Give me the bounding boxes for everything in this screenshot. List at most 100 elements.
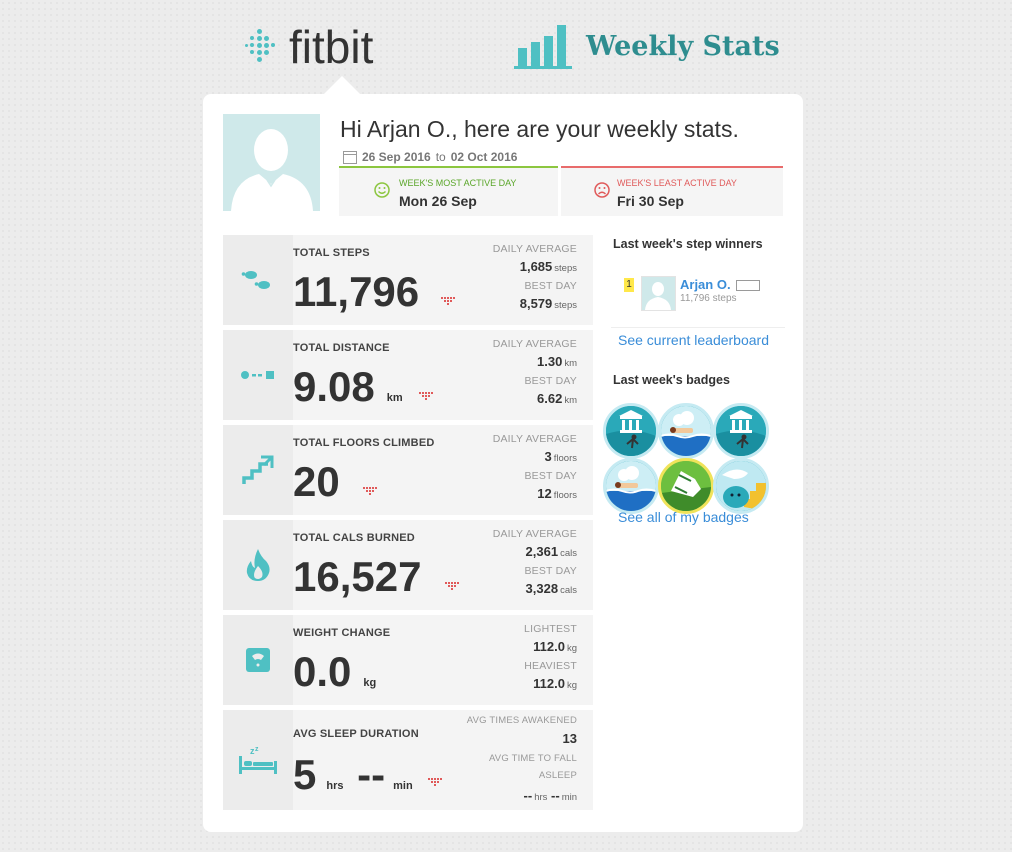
flame-icon — [246, 549, 270, 581]
winner-name-text[interactable]: Arjan O. — [680, 277, 731, 292]
daily-average-unit: steps — [554, 263, 577, 274]
weekly-stats-heading: Weekly Stats — [512, 22, 780, 70]
sleep-minutes-unit: min — [393, 780, 413, 792]
avatar — [223, 114, 320, 211]
svg-text:z: z — [255, 746, 259, 753]
sleep-minutes: -- — [357, 751, 386, 798]
best-day-unit: steps — [554, 300, 577, 311]
badge-stairs-mascot-icon[interactable] — [713, 458, 769, 514]
rank-badge: 1 — [624, 278, 634, 292]
stairs-icon — [242, 455, 274, 484]
user-silhouette-icon — [231, 129, 313, 211]
badges-heading: Last week's badges — [613, 373, 730, 387]
least-active-day: WEEK'S LEAST ACTIVE DAY Fri 30 Sep — [561, 166, 783, 216]
badge-swimmer-icon[interactable] — [603, 458, 659, 514]
date-start: 26 Sep 2016 — [362, 150, 431, 164]
date-end: 02 Oct 2016 — [450, 150, 518, 164]
fall-asleep-hours: -- — [523, 788, 533, 803]
page-title: Weekly Stats — [586, 30, 780, 62]
best-day-value: 3,328 — [525, 581, 559, 596]
leaderboard-link[interactable]: See current leaderboard — [618, 332, 769, 348]
stat-label: TOTAL DISTANCE — [293, 342, 390, 354]
best-day-unit: km — [564, 395, 577, 406]
badge-landmark-runner-icon[interactable] — [713, 403, 769, 459]
time-to-fall-asleep-label: AVG TIME TO FALL — [488, 753, 577, 764]
greeting: Hi Arjan O., here are your weekly stats. — [340, 116, 739, 142]
stat-value: 9.08 km — [293, 362, 403, 423]
flag-icon — [735, 280, 760, 292]
calendar-icon — [343, 150, 357, 164]
daily-average-unit: km — [564, 358, 577, 369]
stat-number: 9.08 — [293, 363, 375, 410]
least-active-date: Fri 30 Sep — [617, 193, 684, 209]
stat-row-calories: TOTAL CALS BURNED 16,527 DAILY AVERAGE 2… — [223, 520, 593, 610]
stat-label: AVG SLEEP DURATION — [293, 728, 419, 740]
lightest-unit: kg — [566, 643, 577, 654]
stat-value: 5 hrs -- min — [293, 750, 413, 811]
badge-shoe-icon[interactable] — [658, 458, 714, 514]
winner-avatar[interactable] — [641, 276, 676, 311]
fall-asleep-hours-unit: hrs — [534, 792, 548, 803]
scale-icon — [246, 648, 270, 672]
badge-swimmer-icon[interactable] — [658, 403, 714, 459]
brand-name: fitbit — [289, 21, 374, 73]
stat-value: 16,527 — [293, 552, 421, 602]
bed-icon: z z — [239, 746, 277, 774]
date-range: 26 Sep 2016 to 02 Oct 2016 — [343, 150, 517, 164]
daily-average-unit: cals — [560, 548, 577, 559]
best-day-label: BEST DAY — [524, 470, 577, 482]
trend-down-icon — [428, 778, 442, 786]
stat-number: 16,527 — [293, 553, 422, 600]
daily-average-value: 3 — [544, 449, 552, 464]
stat-value: 20 — [293, 457, 340, 507]
daily-average-label: DAILY AVERAGE — [492, 243, 577, 255]
times-awakened-label: AVG TIMES AWAKENED — [466, 715, 577, 726]
card-pointer — [324, 76, 360, 94]
date-to: to — [435, 150, 446, 164]
frowny-face-icon — [594, 182, 610, 198]
most-active-date: Mon 26 Sep — [399, 193, 477, 209]
sleep-hours-unit: hrs — [326, 780, 344, 792]
stat-number: 11,796 — [293, 268, 420, 315]
daily-average-label: DAILY AVERAGE — [492, 528, 577, 540]
trend-down-icon — [441, 297, 455, 305]
all-badges-link[interactable]: See all of my badges — [618, 509, 749, 525]
stat-unit: km — [386, 392, 403, 404]
best-day-value: 6.62 — [537, 391, 563, 406]
footprints-icon — [241, 271, 270, 289]
step-winners-heading: Last week's step winners — [613, 237, 763, 251]
times-awakened-value: 13 — [562, 731, 577, 746]
divider — [611, 327, 785, 328]
winner-name[interactable]: Arjan O. — [680, 277, 760, 292]
sleep-hours: 5 — [293, 751, 317, 798]
trend-down-icon — [363, 487, 377, 495]
best-day-label: BEST DAY — [524, 280, 577, 292]
heaviest-unit: kg — [566, 680, 577, 691]
lightest-label: LIGHTEST — [524, 623, 577, 635]
user-silhouette-icon — [645, 282, 671, 310]
stat-label: TOTAL FLOORS CLIMBED — [293, 437, 435, 449]
weekly-stats-card: Hi Arjan O., here are your weekly stats.… — [203, 94, 803, 832]
stat-row-steps: TOTAL STEPS 11,796 DAILY AVERAGE 1,685 st… — [223, 235, 593, 325]
stat-row-distance: TOTAL DISTANCE 9.08 km DAILY AVERAGE 1.30… — [223, 330, 593, 420]
bar-chart-icon — [514, 25, 572, 69]
stat-row-weight: WEIGHT CHANGE 0.0 kg LIGHTEST 112.0 kg HEA… — [223, 615, 593, 705]
fall-asleep-minutes-unit: min — [561, 792, 577, 803]
stat-label: TOTAL STEPS — [293, 247, 370, 259]
distance-icon — [241, 371, 274, 379]
stat-value: 0.0 kg — [293, 647, 376, 708]
most-active-day: WEEK'S MOST ACTIVE DAY Mon 26 Sep — [339, 166, 558, 216]
lightest-value: 112.0 — [533, 639, 565, 654]
daily-average-value: 2,361 — [525, 544, 559, 559]
stat-number: 0.0 — [293, 648, 352, 695]
best-day-label: BEST DAY — [524, 375, 577, 387]
stat-number: 20 — [293, 458, 340, 505]
most-active-label: WEEK'S MOST ACTIVE DAY — [399, 178, 517, 188]
best-day-unit: floors — [553, 490, 577, 501]
heaviest-label: HEAVIEST — [524, 660, 577, 672]
badge-landmark-runner-icon[interactable] — [603, 403, 659, 459]
stat-label: WEIGHT CHANGE — [293, 627, 391, 639]
best-day-unit: cals — [560, 585, 577, 596]
fitbit-logo: fitbit — [245, 22, 373, 72]
